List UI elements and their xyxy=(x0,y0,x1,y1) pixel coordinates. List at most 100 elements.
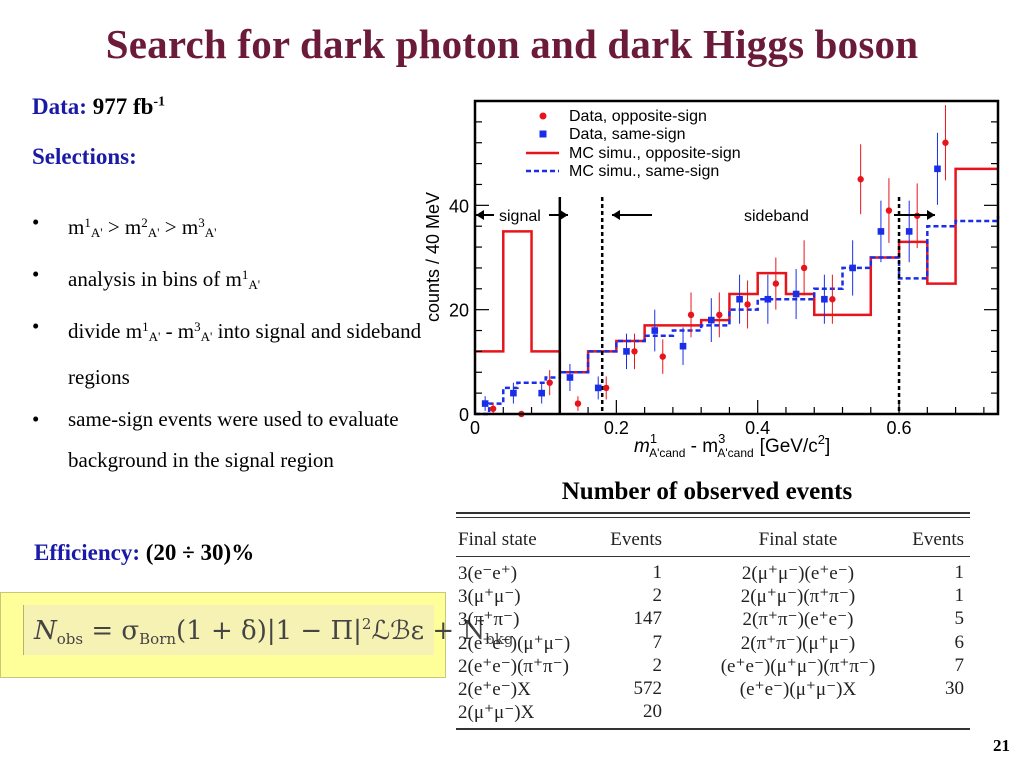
final-state-cell: 2(π⁺π⁻)(μ⁺μ⁻) xyxy=(740,632,856,654)
opposite-data-point xyxy=(603,384,610,392)
sideband-arrowhead-left xyxy=(612,210,620,220)
same-data-point xyxy=(934,165,941,173)
y-tick-label: 20 xyxy=(449,301,469,321)
opposite-data-point xyxy=(659,353,666,360)
events-cell: 2 xyxy=(652,654,663,676)
signal-arrowhead-right xyxy=(560,210,568,220)
header-events-1: Events xyxy=(610,529,662,550)
sideband-label: sideband xyxy=(744,208,809,225)
table-row: 3(μ⁺μ⁻) 2 2(μ⁺μ⁻)(π⁺π⁻) 1 xyxy=(456,585,970,608)
x-tick-label: 0.4 xyxy=(745,418,770,438)
same-data-point xyxy=(849,264,856,272)
x-axis-label: m1 A'cand - m3 A'cand [GeV/c2] xyxy=(634,431,830,460)
slide-title: Search for dark photon and dark Higgs bo… xyxy=(105,21,919,67)
mc-opposite-line xyxy=(475,167,998,374)
same-data-point xyxy=(707,316,715,324)
mc-same-histogram xyxy=(475,215,1000,416)
table-row: 3(π⁺π⁻) 147 2(π⁺π⁻)(e⁺e⁻) 5 xyxy=(456,608,970,631)
y-axis-label: counts / 40 MeV xyxy=(423,192,443,322)
efficiency-line: Efficiency: (20 ÷ 30)% xyxy=(34,540,254,566)
legend-label-mc-opposite: MC simu., opposite-sign xyxy=(569,145,741,162)
events-cell: 147 xyxy=(633,608,663,630)
same-data-point xyxy=(538,389,545,397)
same-data-point xyxy=(736,295,743,303)
signal-arrowhead-left xyxy=(476,210,484,220)
opposite-data-point xyxy=(829,296,836,303)
bullet-dot: • xyxy=(32,262,40,286)
nobs-formula: Nobs = σBorn(1 + δ)|1 − Π|2ℒℬε + Nbkg xyxy=(34,615,514,648)
opposite-data-point xyxy=(574,400,582,407)
legend-marker-opposite xyxy=(539,112,547,120)
opposite-data-point xyxy=(800,264,808,272)
opposite-data-point xyxy=(772,280,780,287)
events-cell: 30 xyxy=(945,678,964,699)
table-top-rule-2 xyxy=(456,517,970,518)
bullet-text: m1A' > m2A' > m3A' xyxy=(68,215,217,240)
events-cell: 7 xyxy=(954,654,965,676)
same-data-point xyxy=(764,295,772,303)
selections-heading: Selections: xyxy=(32,144,137,169)
events-cell: 572 xyxy=(633,678,663,699)
data-exponent: -1 xyxy=(153,94,166,110)
same-data-point xyxy=(679,342,687,350)
opposite-data-point xyxy=(744,301,751,308)
events-cell: 5 xyxy=(954,608,965,630)
data-luminosity: Data: 977 fb-1 xyxy=(32,94,165,120)
events-cell: 2 xyxy=(652,585,663,607)
same-data-point xyxy=(905,228,913,235)
x-tick-label: 0.6 xyxy=(887,418,912,438)
bullet-text: same-sign events were used to evaluate b… xyxy=(68,407,399,472)
final-state-cell: 2(e⁺e⁻)(π⁺π⁻) xyxy=(458,655,569,677)
header-final-state-2: Final state xyxy=(758,529,838,550)
bullet-dot: • xyxy=(32,407,40,431)
opposite-data-point xyxy=(885,207,893,214)
bullet-text: divide m1A' - m3A' into signal and sideb… xyxy=(68,319,422,389)
legend-label-mc-same: MC simu., same-sign xyxy=(569,163,719,180)
bullet-dot: • xyxy=(32,210,40,234)
same-data-point xyxy=(510,389,517,397)
table-row: 2(μ⁺μ⁻)X 20 xyxy=(456,701,970,724)
table-row: 3(e⁻e⁺) 1 2(μ⁺μ⁻)(e⁺e⁻) 1 xyxy=(456,562,970,585)
legend-marker-same xyxy=(539,130,547,138)
formula-panel: Nobs = σBorn(1 + δ)|1 − Π|2ℒℬε + Nbkg xyxy=(23,605,513,655)
signal-annotation: signal xyxy=(476,208,568,225)
bullet-dot: • xyxy=(32,314,40,338)
opposite-data-point xyxy=(546,379,553,386)
region-boundaries xyxy=(558,197,901,414)
mc-same-line xyxy=(475,215,1000,416)
legend-label-opposite: Data, opposite-sign xyxy=(569,108,707,125)
final-state-cell: 2(μ⁺μ⁻)X xyxy=(458,702,535,724)
bullet-text: analysis in bins of m1A' xyxy=(68,267,261,292)
same-data-point xyxy=(481,400,489,407)
events-cell: 1 xyxy=(954,562,965,583)
legend: Data, opposite-sign Data, same-sign MC s… xyxy=(526,108,741,180)
same-data-point xyxy=(566,374,574,381)
final-state-cell: 2(π⁺π⁻)(e⁺e⁻) xyxy=(742,609,854,631)
table-header-rule xyxy=(456,556,970,557)
data-value: 977 fb xyxy=(92,94,154,119)
final-state-cell: 2(μ⁺μ⁻)(π⁺π⁻) xyxy=(740,586,856,608)
efficiency-value: (20 ÷ 30)% xyxy=(145,540,255,565)
page-number: 21 xyxy=(993,736,1010,755)
same-data-point xyxy=(792,290,800,298)
table-header: Final state Events Final state Events xyxy=(456,529,970,552)
same-data-point xyxy=(651,327,659,334)
opposite-data-point xyxy=(716,311,723,319)
efficiency-label: Efficiency: xyxy=(34,540,141,565)
final-state-cell: 3(e⁻e⁺) xyxy=(458,563,518,584)
mass-difference-plot: 0 0.2 0.4 0.6 0 20 40 counts / 40 MeV m1 A'cand… xyxy=(423,99,1000,460)
formula-box: Nobs = σBorn(1 + δ)|1 − Π|2ℒℬε + Nbkg xyxy=(0,592,513,678)
opposite-data-point xyxy=(687,311,695,319)
final-state-cell: 2(μ⁺μ⁻)(e⁺e⁻) xyxy=(741,563,855,584)
events-cell: 1 xyxy=(652,562,663,583)
x-tick-label: 0 xyxy=(470,418,480,438)
events-cell: 1 xyxy=(954,585,965,607)
table-row: 2(e⁺e⁻)X 572 (e⁺e⁻)(μ⁺μ⁻)X 30 xyxy=(456,678,970,701)
y-tick-label: 40 xyxy=(449,196,469,216)
final-state-cell: (e⁺e⁻)(μ⁺μ⁻)X xyxy=(739,679,857,700)
legend-label-same: Data, same-sign xyxy=(569,126,686,143)
events-cell: 7 xyxy=(652,631,663,653)
signal-label: signal xyxy=(499,208,541,225)
opposite-data-point xyxy=(942,139,949,146)
same-data-point xyxy=(877,228,885,235)
